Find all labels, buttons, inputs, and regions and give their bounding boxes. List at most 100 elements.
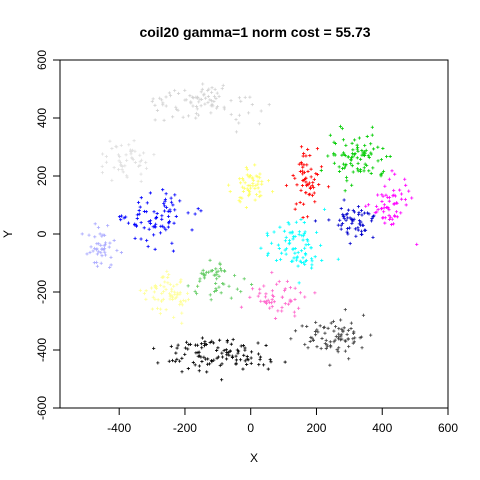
- data-point: [302, 170, 307, 175]
- data-point: [351, 170, 355, 174]
- data-point: [167, 273, 171, 277]
- data-point: [201, 268, 205, 272]
- data-point: [88, 250, 92, 255]
- data-point: [333, 338, 337, 342]
- data-point: [166, 214, 171, 218]
- data-point: [299, 217, 303, 222]
- data-point: [203, 96, 208, 100]
- data-point: [308, 186, 312, 191]
- data-point: [362, 211, 367, 215]
- data-point: [147, 219, 151, 224]
- data-point: [234, 358, 239, 362]
- data-point: [346, 337, 350, 341]
- data-point: [256, 175, 260, 179]
- data-point: [344, 175, 349, 179]
- y-tick-label: 200: [35, 166, 49, 186]
- data-point: [93, 235, 97, 239]
- data-point: [264, 299, 268, 303]
- data-point: [210, 339, 214, 343]
- data-point: [183, 352, 187, 357]
- x-tick-label: -200: [173, 421, 197, 435]
- x-tick-label: 600: [438, 421, 458, 435]
- data-point: [154, 222, 158, 226]
- data-point: [162, 204, 167, 208]
- data-point: [302, 232, 306, 236]
- data-point: [186, 211, 190, 215]
- data-point: [382, 210, 386, 214]
- data-point: [208, 258, 212, 262]
- data-point: [264, 292, 268, 296]
- data-point: [168, 282, 172, 287]
- data-point: [271, 294, 276, 299]
- data-point: [304, 191, 308, 195]
- data-point: [276, 243, 280, 247]
- data-point: [242, 277, 246, 281]
- data-point: [374, 204, 379, 208]
- data-point: [315, 328, 319, 332]
- data-point: [345, 227, 350, 231]
- data-point: [293, 176, 297, 180]
- data-point: [277, 279, 281, 284]
- data-point: [338, 338, 342, 342]
- data-point: [275, 282, 279, 286]
- data-point: [280, 309, 284, 313]
- data-point: [256, 179, 260, 183]
- y-axis-label: Y: [1, 230, 15, 238]
- data-point: [312, 191, 316, 195]
- x-axis-label: X: [250, 451, 258, 465]
- data-point: [390, 169, 394, 173]
- data-point: [162, 209, 167, 213]
- data-point: [269, 360, 273, 364]
- data-point: [298, 291, 303, 295]
- data-point: [357, 136, 361, 140]
- data-point: [381, 216, 385, 220]
- data-point: [245, 173, 249, 177]
- data-point: [238, 358, 243, 362]
- data-point: [104, 154, 109, 159]
- data-point: [383, 184, 387, 188]
- series-c6: [319, 124, 392, 193]
- data-point: [150, 307, 154, 311]
- data-point: [169, 196, 173, 200]
- data-point: [166, 275, 170, 280]
- data-point: [283, 302, 287, 306]
- data-point: [310, 184, 314, 188]
- data-point: [258, 176, 262, 180]
- data-point: [308, 192, 312, 196]
- data-point: [108, 265, 112, 270]
- data-point: [200, 87, 204, 91]
- data-point: [175, 107, 179, 111]
- data-point: [361, 313, 366, 317]
- data-point: [291, 237, 295, 241]
- data-point: [173, 193, 177, 197]
- y-tick-label: 600: [35, 50, 49, 70]
- data-point: [305, 215, 310, 219]
- data-point: [241, 189, 246, 194]
- data-point: [118, 160, 123, 164]
- y-axis: -600 -400 -200 0 200 400 600: [35, 50, 61, 420]
- data-point: [137, 208, 141, 213]
- data-point: [215, 91, 219, 95]
- data-point: [220, 362, 224, 366]
- data-point: [194, 116, 198, 120]
- data-point: [339, 334, 343, 338]
- data-point: [133, 223, 137, 227]
- data-point: [344, 143, 348, 147]
- data-point: [258, 287, 262, 291]
- data-point: [266, 179, 271, 183]
- data-point: [218, 338, 222, 342]
- data-point: [173, 208, 177, 212]
- data-point: [125, 158, 129, 162]
- data-point: [137, 212, 141, 216]
- data-point: [256, 341, 260, 345]
- data-point: [160, 275, 164, 280]
- data-point: [204, 270, 209, 274]
- data-point: [346, 208, 351, 212]
- data-point: [296, 306, 301, 310]
- data-point: [324, 338, 328, 342]
- data-point: [298, 200, 302, 205]
- data-point: [315, 345, 319, 349]
- data-point: [191, 96, 195, 100]
- data-point: [176, 293, 180, 297]
- data-point: [158, 231, 163, 235]
